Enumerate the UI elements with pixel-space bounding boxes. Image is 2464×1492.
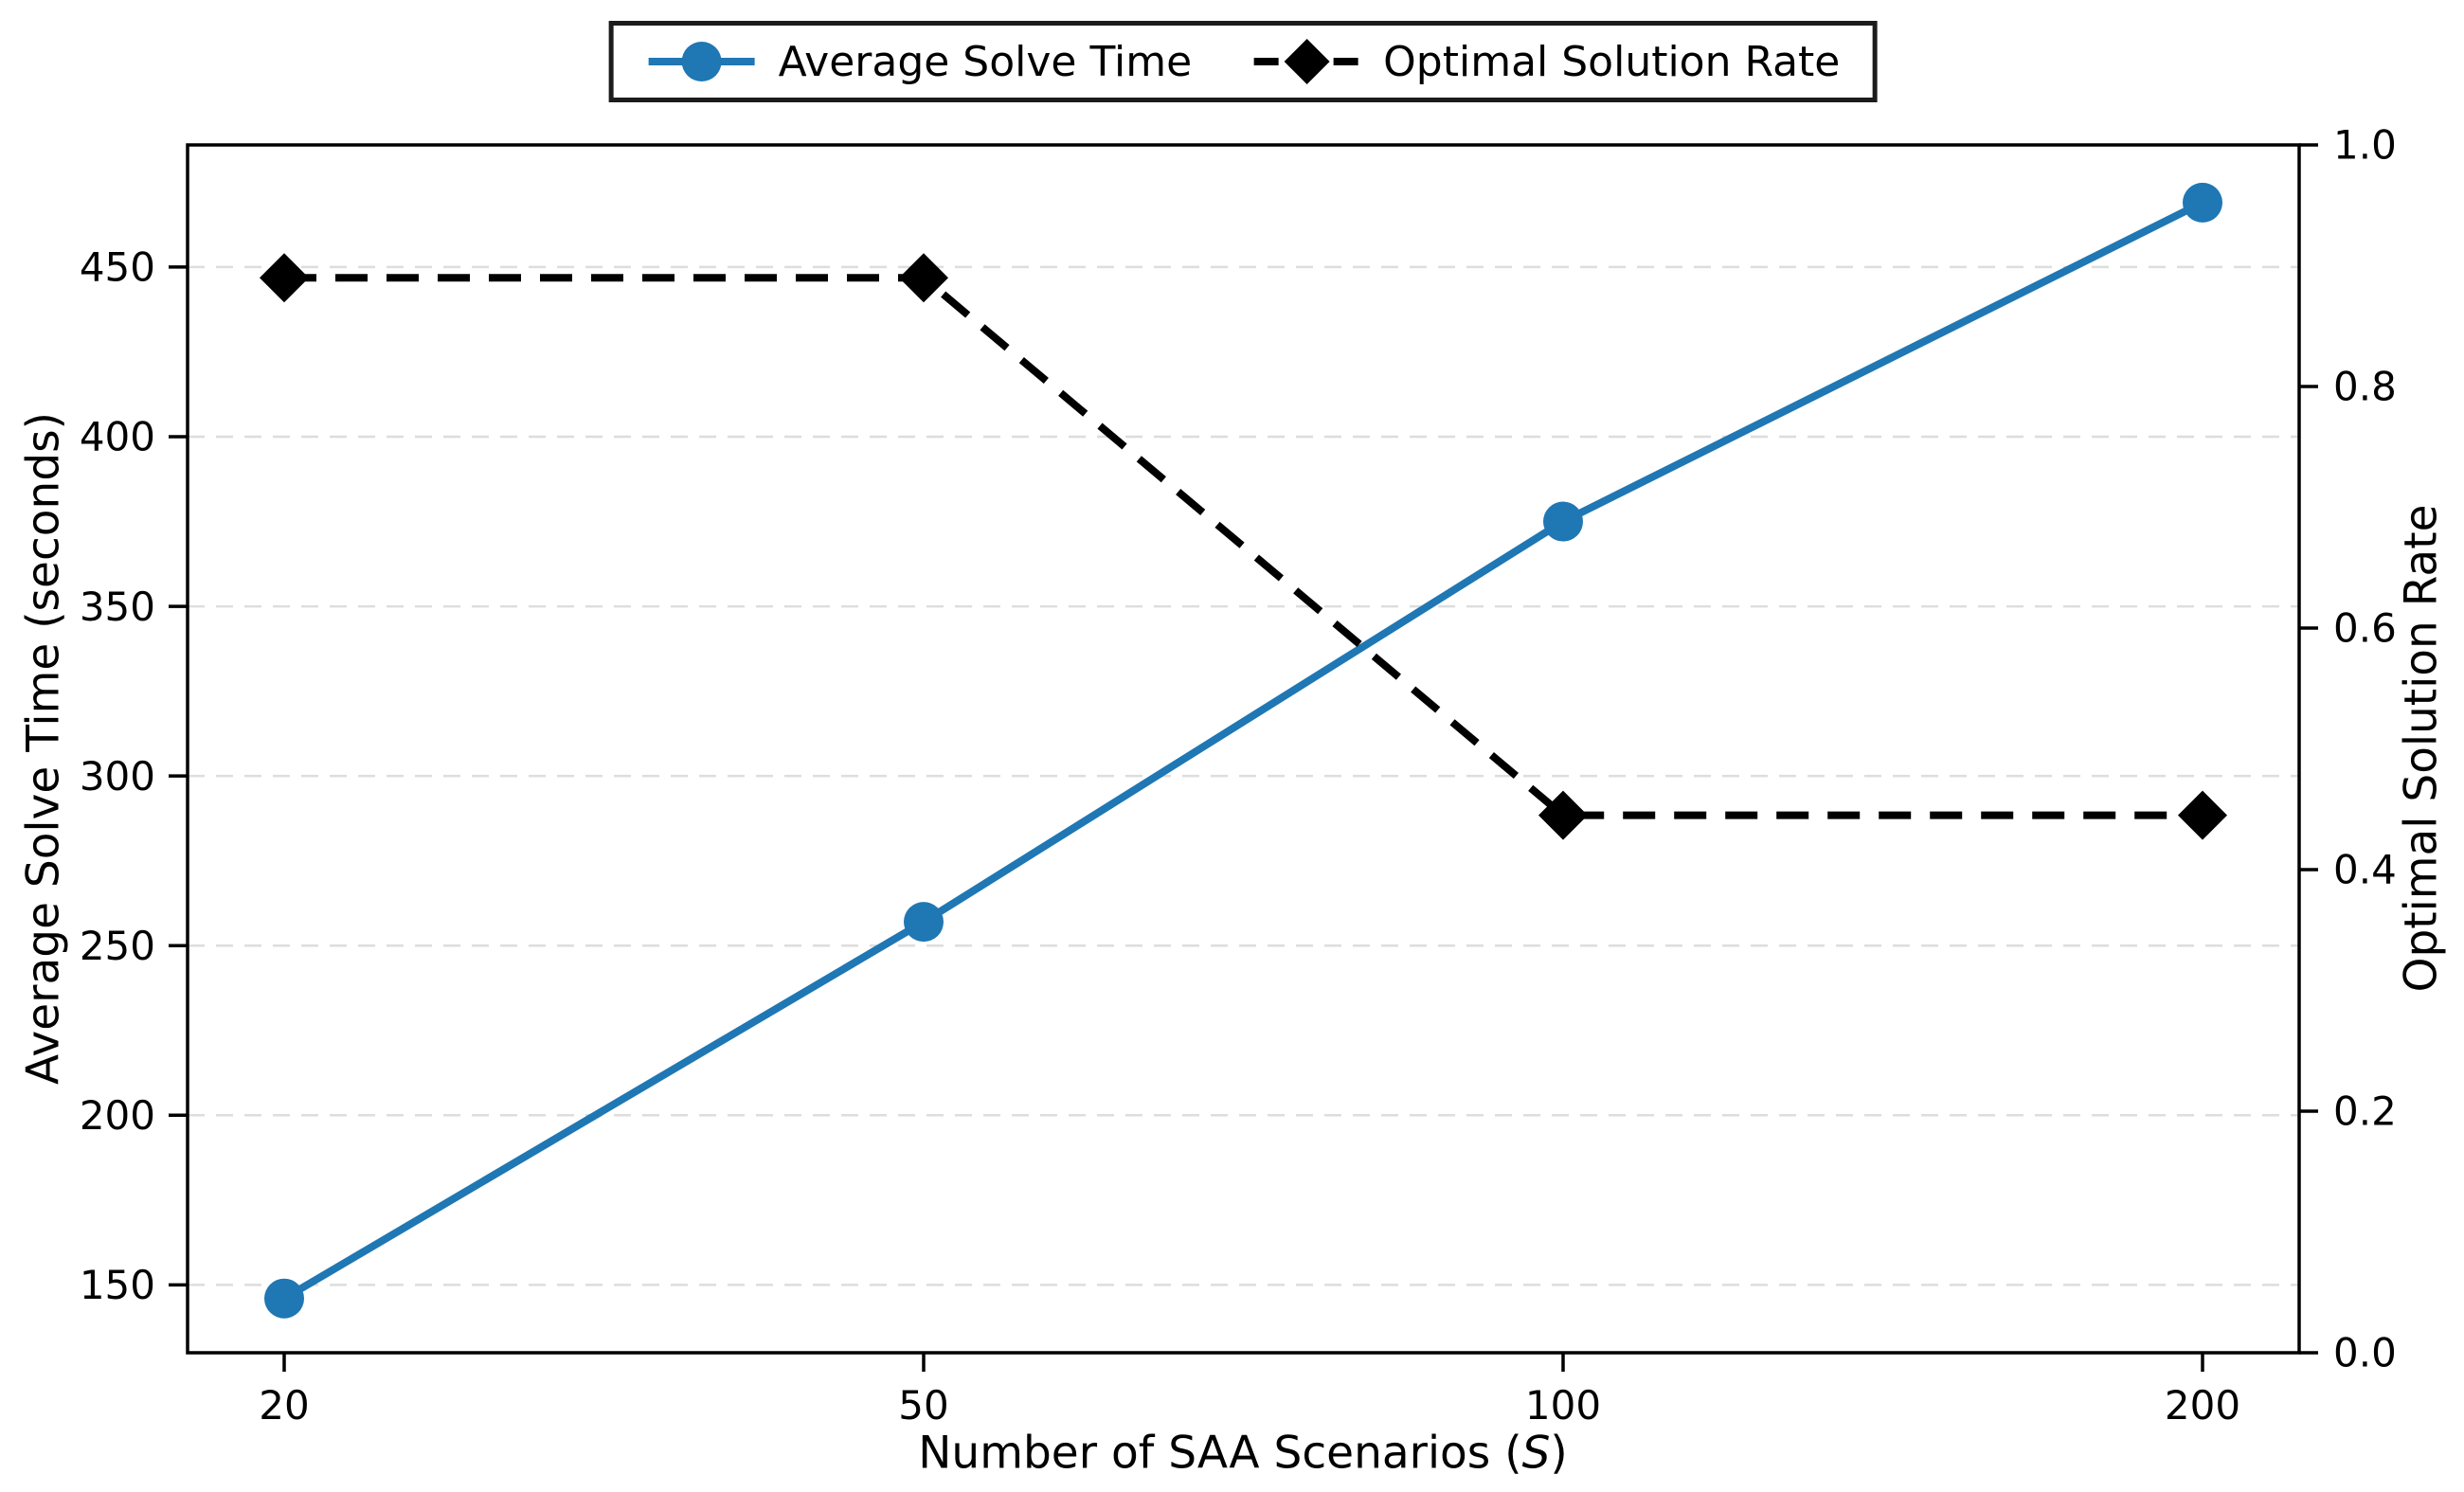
y-tick-label-right: 1.0 <box>2333 122 2397 169</box>
data-point-circle <box>264 1278 304 1319</box>
y-tick-label-left: 250 <box>80 923 155 969</box>
x-tick-label: 100 <box>1525 1382 1601 1429</box>
y-tick-label-left: 200 <box>80 1092 155 1139</box>
y-axis-label-right: Optimal Solution Rate <box>2395 504 2448 993</box>
y-tick-label-left: 400 <box>80 414 155 460</box>
y-tick-label-left: 450 <box>80 244 155 291</box>
y-tick-label-right: 0.4 <box>2333 847 2397 893</box>
y-tick-label-left: 150 <box>80 1262 155 1308</box>
legend-label-optimal-solution-rate: Optimal Solution Rate <box>1383 37 1841 86</box>
data-point-diamond <box>2178 790 2227 840</box>
plot-border <box>186 143 2301 1355</box>
data-point-circle <box>2183 182 2222 223</box>
data-point-circle <box>1543 501 1583 542</box>
x-axis-label-variable: S <box>1521 1427 1551 1480</box>
legend-item-average-solve-time: Average Solve Time <box>646 37 1193 86</box>
data-point-diamond <box>260 253 309 303</box>
x-tick-label: 50 <box>898 1382 948 1429</box>
x-tick-label: 20 <box>259 1382 309 1429</box>
diamond-line-marker-icon <box>1253 39 1360 84</box>
y-axis-label-left: Average Solve Time (seconds) <box>17 411 70 1086</box>
x-axis-label-close: ) <box>1550 1427 1568 1480</box>
x-axis-label: Number of SAA Scenarios (S) <box>918 1428 1568 1480</box>
y-tick-label-right: 0.2 <box>2333 1088 2397 1135</box>
y-tick-label-right: 0.6 <box>2333 605 2397 652</box>
series-line-optimal-solution-rate <box>284 274 2203 819</box>
data-point-circle <box>904 902 944 943</box>
legend-item-optimal-solution-rate: Optimal Solution Rate <box>1250 37 1840 86</box>
y-tick-label-left: 350 <box>80 584 155 630</box>
data-point-diamond <box>1538 790 1588 840</box>
legend-label-average-solve-time: Average Solve Time <box>778 37 1193 86</box>
y-tick-label-right: 0.0 <box>2333 1330 2397 1376</box>
legend: Average Solve Time Optimal Solution Rate <box>608 21 1878 102</box>
series-line-average-solve-time <box>281 199 2204 1303</box>
x-axis-label-text: Number of SAA Scenarios ( <box>918 1427 1522 1480</box>
data-point-diamond <box>899 253 948 303</box>
y-tick-label-right: 0.8 <box>2333 364 2397 410</box>
x-tick-label: 200 <box>2165 1382 2240 1429</box>
y-tick-label-left: 300 <box>80 753 155 800</box>
circle-line-marker-icon <box>648 42 755 81</box>
